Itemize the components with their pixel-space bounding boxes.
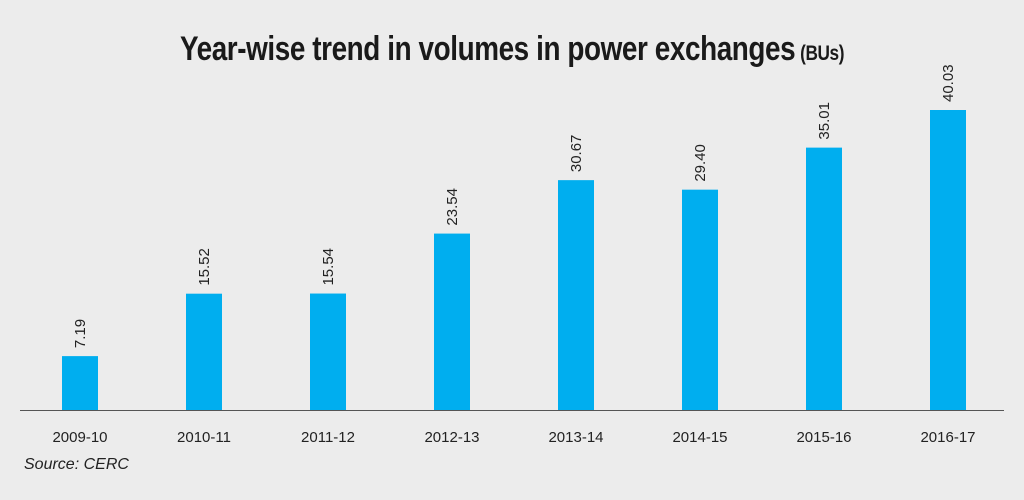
value-label: 30.67 bbox=[568, 135, 585, 173]
x-tick-label: 2013-14 bbox=[548, 429, 603, 446]
value-label: 23.54 bbox=[444, 188, 461, 226]
bars-group bbox=[62, 110, 966, 411]
x-tick-label: 2014-15 bbox=[672, 429, 727, 446]
value-labels: 7.19 15.52 15.54 23.54 30.67 29.40 35.01 40.03 bbox=[72, 64, 957, 348]
bar-2013-14 bbox=[558, 180, 594, 410]
value-label: 15.52 bbox=[196, 248, 213, 286]
value-label: 29.40 bbox=[692, 144, 709, 182]
x-tick-labels: 2009-10 2010-11 2011-12 2012-13 2013-14 2014-… bbox=[52, 429, 975, 446]
x-tick-label: 2009-10 bbox=[52, 429, 107, 446]
x-tick-label: 2011-12 bbox=[301, 429, 355, 446]
bar-2015-16 bbox=[806, 147, 842, 411]
value-label: 40.03 bbox=[940, 64, 957, 102]
bar-2009-10 bbox=[62, 356, 98, 410]
bar-2011-12 bbox=[310, 293, 346, 410]
chart-title-text: Year-wise trend in volumes in power exch… bbox=[179, 30, 796, 68]
x-tick-label: 2010-11 bbox=[177, 429, 231, 446]
value-label: 7.19 bbox=[72, 319, 89, 348]
x-tick-label: 2016-17 bbox=[920, 429, 975, 446]
value-label: 15.54 bbox=[320, 248, 337, 286]
bar-2014-15 bbox=[682, 189, 718, 410]
bar-2016-17 bbox=[930, 110, 966, 410]
x-tick-label: 2012-13 bbox=[424, 429, 479, 446]
chart-title-unit: (BUs) bbox=[800, 42, 845, 65]
value-label: 35.01 bbox=[816, 102, 833, 140]
source-note: Source: CERC bbox=[24, 456, 129, 473]
chart-title: Year-wise trend in volumes in power exch… bbox=[92, 30, 932, 69]
bar-2012-13 bbox=[434, 233, 470, 410]
x-tick-label: 2015-16 bbox=[796, 429, 851, 446]
bar-2010-11 bbox=[186, 293, 222, 410]
